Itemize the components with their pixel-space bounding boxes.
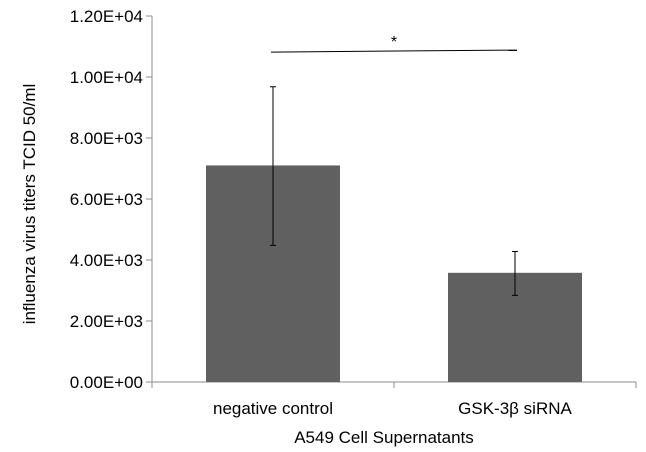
y-tick-label: 2.00E+03 — [70, 312, 143, 331]
error-bars — [270, 86, 518, 296]
x-axis: negative control GSK-3β siRNA — [151, 381, 637, 418]
bars — [206, 165, 582, 382]
x-category-label: GSK-3β siRNA — [458, 399, 572, 418]
y-axis-title: influenza virus titers TCID 50/ml — [20, 84, 39, 325]
y-tick-label: 4.00E+03 — [70, 251, 143, 270]
x-axis-title: A549 Cell Supernatants — [294, 428, 474, 447]
significance-line — [270, 49, 518, 53]
y-tick-label: 1.20E+04 — [70, 7, 143, 26]
y-tick-label: 1.00E+04 — [70, 68, 143, 87]
y-tick-label: 8.00E+03 — [70, 129, 143, 148]
y-tick-label: 0.00E+00 — [70, 373, 143, 392]
significance-marker: * — [391, 34, 397, 51]
x-category-label: negative control — [213, 399, 333, 418]
y-axis: 0.00E+00 2.00E+03 4.00E+03 6.00E+03 8.00E+03… — [70, 7, 153, 392]
significance-annotation: * — [270, 34, 518, 53]
y-tick-label: 6.00E+03 — [70, 190, 143, 209]
